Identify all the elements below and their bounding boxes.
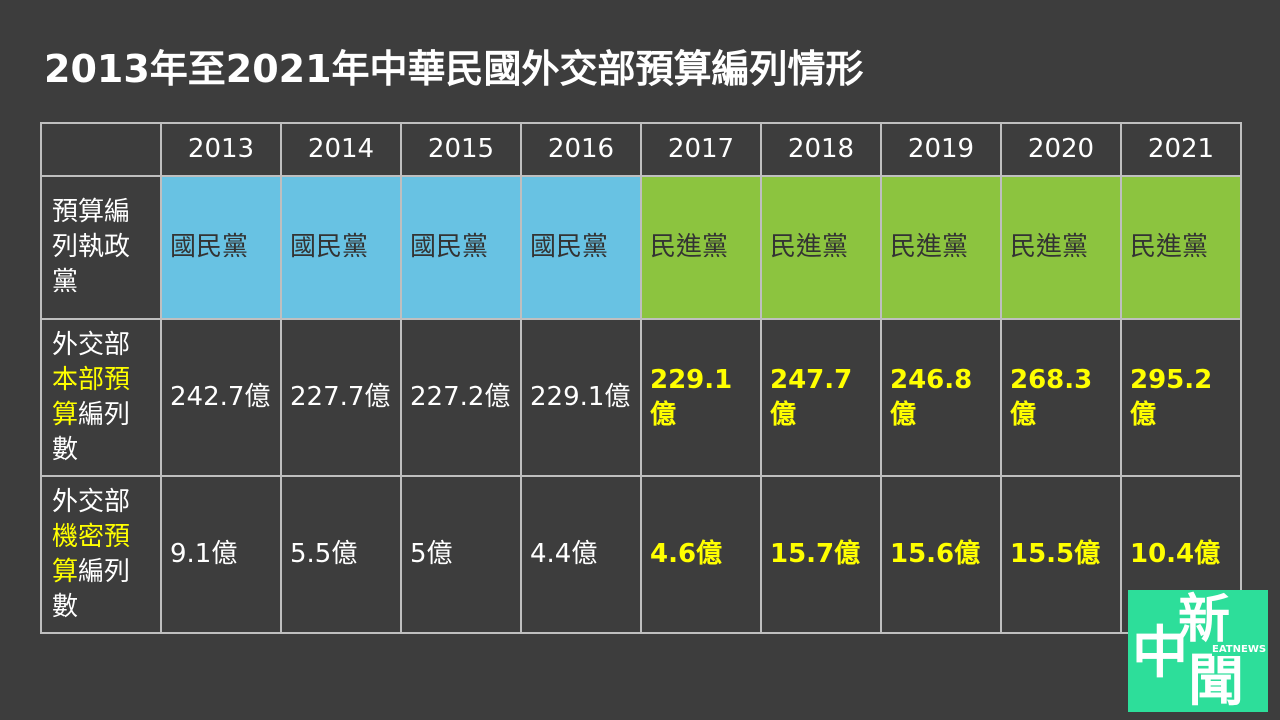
cell: 15.6億 xyxy=(880,475,1002,634)
cell: 268.3億 xyxy=(1000,318,1122,477)
corner-cell xyxy=(40,122,162,177)
cell: 295.2億 xyxy=(1120,318,1242,477)
year-header: 2018 xyxy=(760,122,882,177)
label-part: 外交部 xyxy=(52,486,131,517)
year-header: 2020 xyxy=(1000,122,1122,177)
title: 2013年至2021年中華民國外交部預算編列情形 xyxy=(44,47,864,91)
cell: 242.7億 xyxy=(160,318,282,477)
cell: 227.2億 xyxy=(400,318,522,477)
logo-sub: EATNEWS xyxy=(1212,644,1267,656)
cell: 5億 xyxy=(400,475,522,634)
year-header: 2016 xyxy=(520,122,642,177)
year-header: 2017 xyxy=(640,122,762,177)
label-part: 外交部 xyxy=(52,329,131,360)
year-header: 2021 xyxy=(1120,122,1242,177)
label-part: 編列數 xyxy=(52,556,131,622)
header-row: 2013 2014 2015 2016 2017 2018 2019 2020 2021 xyxy=(40,122,1242,177)
year-header: 2019 xyxy=(880,122,1002,177)
cell: 15.5億 xyxy=(1000,475,1122,634)
logo-char: 聞 xyxy=(1188,649,1244,714)
cell: 5.5億 xyxy=(280,475,402,634)
label-part: 預算編列執政黨 xyxy=(52,197,131,297)
row-label: 預算編列執政黨 xyxy=(40,175,162,320)
cell: 民進黨 xyxy=(1120,175,1242,320)
label-part: 本部預算 xyxy=(52,364,131,430)
cell: 國民黨 xyxy=(280,175,402,320)
cell: 民進黨 xyxy=(1000,175,1122,320)
logo-char: 新 xyxy=(1178,590,1231,650)
year-header: 2014 xyxy=(280,122,402,177)
cell: 國民黨 xyxy=(520,175,642,320)
cell: 15.7億 xyxy=(760,475,882,634)
row-label: 外交部本部預算編列數 xyxy=(40,318,162,477)
year-header: 2015 xyxy=(400,122,522,177)
cell: 246.8億 xyxy=(880,318,1002,477)
logo-char: 中 xyxy=(1132,621,1188,686)
logo: 新 中 聞 EATNEWS xyxy=(1128,590,1268,712)
cell: 民進黨 xyxy=(880,175,1002,320)
cell: 229.1億 xyxy=(520,318,642,477)
cell: 國民黨 xyxy=(160,175,282,320)
label-part: 編列數 xyxy=(52,399,131,465)
budget-table: 2013 2014 2015 2016 2017 2018 2019 2020 2021 預算編列… xyxy=(40,122,1242,634)
table-row: 預算編列執政黨 國民黨 國民黨 國民黨 國民黨 民進黨 民進黨 民進黨 民進黨 民進黨 xyxy=(40,175,1242,320)
label-part: 機密預算 xyxy=(52,521,131,587)
cell: 國民黨 xyxy=(400,175,522,320)
cell: 9.1億 xyxy=(160,475,282,634)
table-row: 外交部機密預算編列數 9.1億 5.5億 5億 4.4億 4.6億 15.7億 15.6億 15… xyxy=(40,475,1242,634)
cell: 229.1億 xyxy=(640,318,762,477)
table-row: 外交部本部預算編列數 242.7億 227.7億 227.2億 229.1億 229.1億… xyxy=(40,318,1242,477)
cell: 民進黨 xyxy=(760,175,882,320)
cell: 227.7億 xyxy=(280,318,402,477)
cell: 247.7億 xyxy=(760,318,882,477)
cell: 民進黨 xyxy=(640,175,762,320)
row-label: 外交部機密預算編列數 xyxy=(40,475,162,634)
cell: 4.6億 xyxy=(640,475,762,634)
cell: 4.4億 xyxy=(520,475,642,634)
year-header: 2013 xyxy=(160,122,282,177)
